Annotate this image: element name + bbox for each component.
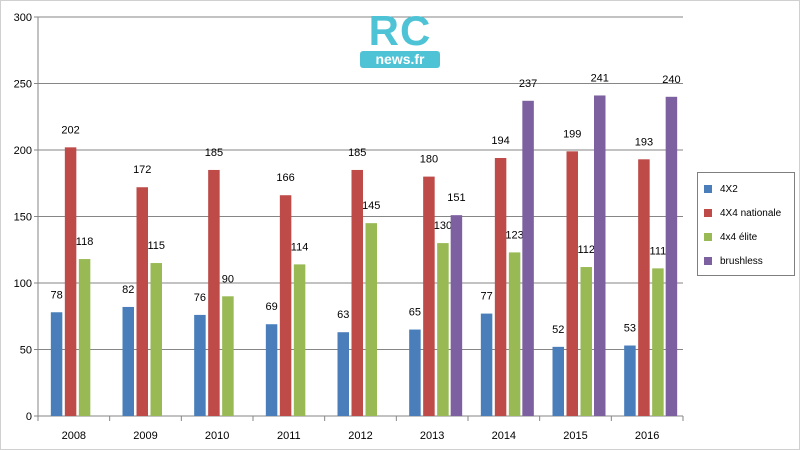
bar [552,346,564,416]
legend-entry-4x4-nationale: 4X4 nationale [704,201,794,225]
data-label: 65 [409,307,421,319]
bar [566,151,578,416]
legend-swatch-4x4-elite [704,233,712,241]
legend-entry-4x4-elite: 4x4 élite [704,225,794,249]
x-tick-label: 2009 [133,430,157,442]
bar [437,243,449,416]
bar [652,268,664,416]
y-tick-label: 150 [14,212,32,224]
y-tick-label: 300 [14,12,32,24]
bar [78,259,91,416]
bar [365,223,377,416]
bar [522,100,534,416]
data-label: 172 [133,164,151,176]
bar [351,169,363,416]
data-label: 115 [147,240,165,252]
x-tick-label: 2015 [563,430,587,442]
bar [64,147,77,416]
logo-brand-text: RC [368,7,432,54]
legend-label-4x4-elite: 4x4 élite [720,231,758,243]
data-label: 202 [61,124,79,136]
y-tick-label: 50 [20,345,32,357]
bar [194,314,206,416]
data-label: 76 [194,292,206,304]
bar [450,215,463,416]
data-label: 185 [348,147,366,159]
data-label: 241 [591,72,609,84]
data-label: 123 [505,229,523,241]
bar [638,159,650,416]
y-tick-label: 100 [14,278,32,290]
x-tick-label: 2016 [635,430,659,442]
data-label: 53 [624,323,636,335]
data-label: 193 [635,136,653,148]
bar [222,296,234,416]
data-label: 185 [205,147,223,159]
x-tick-label: 2011 [277,430,301,442]
bar [337,332,349,416]
bar [423,176,435,416]
rcnews-logo: RC news.fr [360,8,440,70]
bar [665,96,678,417]
data-label: 118 [76,236,94,248]
bar [624,345,636,416]
bar [580,267,592,416]
y-tick-label: 0 [26,411,32,423]
data-label: 63 [337,309,349,321]
bar [494,157,507,417]
bar [265,324,278,416]
data-label: 111 [650,245,667,257]
data-label: 180 [420,154,438,166]
bar [208,169,220,416]
bar [122,306,134,416]
chart-legend: 4X2 4X4 nationale 4x4 élite brushless [697,172,795,276]
legend-entry-brushless: brushless [704,249,794,273]
bar [508,252,521,416]
x-tick-label: 2012 [348,430,372,442]
data-label: 237 [519,78,537,90]
data-label: 78 [50,289,62,301]
y-tick-label: 200 [14,145,32,157]
bar [293,264,306,416]
data-label: 77 [480,291,492,303]
x-tick-label: 2010 [205,430,229,442]
x-tick-label: 2013 [420,430,444,442]
data-label: 82 [122,284,134,296]
bar [279,195,292,416]
data-label: 199 [563,128,581,140]
data-label: 151 [447,192,465,204]
bar [50,312,63,416]
data-label: 166 [276,172,294,184]
legend-swatch-4x4-nationale [704,209,712,217]
data-label: 114 [291,241,309,253]
data-label: 240 [662,74,680,86]
legend-swatch-4x2 [704,185,712,193]
data-label: 69 [265,301,277,313]
x-tick-label: 2014 [492,430,516,442]
y-tick-label: 250 [14,79,32,91]
data-label: 52 [552,324,564,336]
bar [136,187,148,416]
data-label: 112 [577,244,595,256]
data-label: 130 [434,220,452,232]
bar [409,329,421,416]
legend-label-brushless: brushless [720,255,763,267]
legend-label-4x4-nationale: 4X4 nationale [720,207,782,219]
bar [150,263,162,416]
legend-swatch-brushless [704,257,712,265]
data-label: 194 [491,135,509,147]
data-label: 90 [222,273,234,285]
legend-entry-4x2: 4X2 [704,177,794,201]
bar [480,313,493,416]
legend-label-4x2: 4X2 [720,183,738,195]
data-label: 145 [362,200,380,212]
x-tick-label: 2008 [62,430,86,442]
bar [594,95,606,416]
logo-site-text: news.fr [360,51,440,68]
